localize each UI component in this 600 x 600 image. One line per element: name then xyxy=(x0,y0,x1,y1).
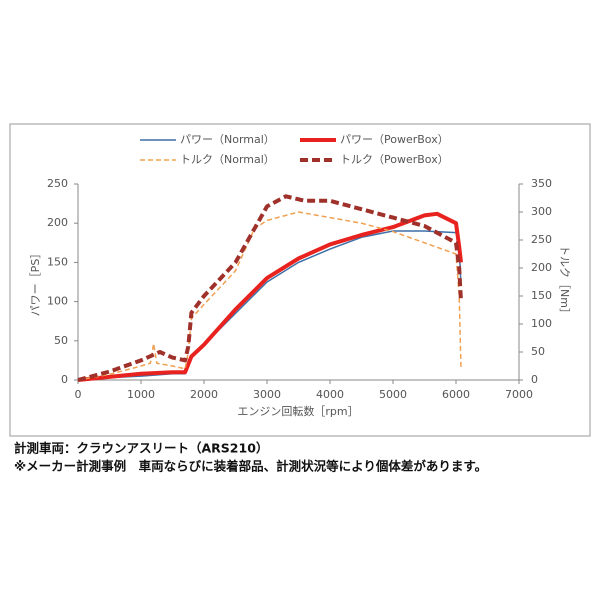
y2-tick-label: 0 xyxy=(531,373,538,386)
x-tick-label: 7000 xyxy=(505,388,533,401)
y2-tick-label: 250 xyxy=(531,233,552,246)
y-tick-label: 100 xyxy=(47,295,68,308)
x-tick-label: 0 xyxy=(75,388,82,401)
y2-axis-label: トルク［Nm］ xyxy=(558,245,571,319)
x-tick-label: 6000 xyxy=(442,388,470,401)
legend-label: パワー（Normal） xyxy=(180,133,275,146)
y-tick-label: 0 xyxy=(61,373,68,386)
x-tick-label: 5000 xyxy=(379,388,407,401)
x-tick-label: 2000 xyxy=(190,388,218,401)
annotation: 計測車両：クラウンアスリート（ARS210） xyxy=(14,441,268,456)
y2-tick-label: 350 xyxy=(531,177,552,190)
y2-tick-label: 150 xyxy=(531,289,552,302)
legend-label: パワー（PowerBox） xyxy=(340,133,449,146)
series-line xyxy=(77,194,463,382)
y-axis-label: パワー［PS］ xyxy=(29,248,42,317)
chart-frame xyxy=(9,123,591,437)
y2-tick-label: 200 xyxy=(531,261,552,274)
x-axis-label: エンジン回転数［rpm］ xyxy=(237,405,358,418)
y-tick-label: 250 xyxy=(47,177,68,190)
y-tick-label: 150 xyxy=(47,255,68,268)
x-tick-label: 3000 xyxy=(253,388,281,401)
y-tick-label: 50 xyxy=(54,334,68,347)
series-line xyxy=(77,211,463,382)
y2-tick-label: 300 xyxy=(531,205,552,218)
legend-label: トルク（Normal） xyxy=(180,153,275,166)
legend-label: トルク（PowerBox） xyxy=(340,153,449,166)
y-tick-label: 200 xyxy=(47,216,68,229)
annotation: ※メーカー計測事例 車両ならびに装着部品、計測状況等により個体差があります。 xyxy=(14,459,487,474)
y2-tick-label: 50 xyxy=(531,345,545,358)
x-tick-label: 4000 xyxy=(316,388,344,401)
y2-tick-label: 100 xyxy=(531,317,552,330)
x-tick-label: 1000 xyxy=(127,388,155,401)
